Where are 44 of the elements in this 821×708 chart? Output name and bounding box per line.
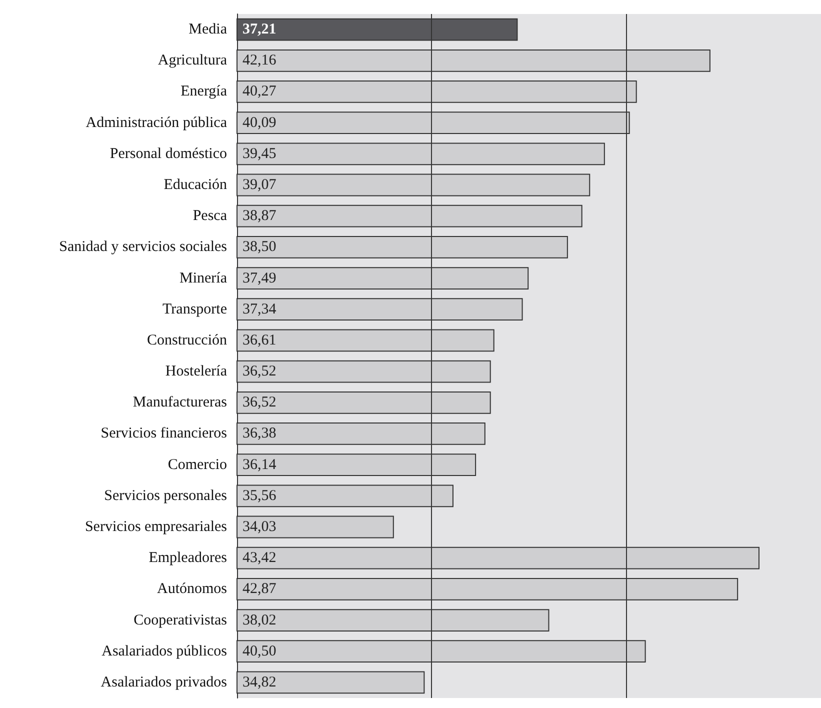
y-tick-label: Transporte — [162, 301, 228, 318]
y-tick-label: Sanidad y servicios sociales — [59, 239, 228, 256]
data-label: 36,52 — [242, 394, 276, 411]
data-label: 36,14 — [242, 456, 277, 473]
y-tick-label: Servicios empresariales — [84, 519, 228, 535]
y-tick-label: Manufactureras — [132, 394, 228, 411]
data-label: 37,34 — [242, 301, 277, 318]
data-label: 36,61 — [242, 332, 276, 348]
y-tick-label: Construcción — [147, 332, 228, 348]
y-tick-label: Minería — [180, 270, 228, 286]
y-tick-label: Media — [188, 22, 228, 38]
data-label: 42,87 — [242, 581, 277, 598]
data-label: 37,21 — [242, 22, 276, 38]
data-label: 40,27 — [242, 84, 277, 100]
data-label: 35,56 — [242, 488, 277, 504]
data-label: 36,38 — [242, 426, 276, 442]
y-tick-label: Asalariados públicos — [102, 643, 228, 660]
data-label: 39,45 — [242, 146, 276, 162]
data-label: 39,07 — [242, 177, 277, 193]
y-tick-label: Autónomos — [156, 581, 228, 598]
y-tick-label: Servicios financieros — [100, 426, 228, 442]
y-tick-label: Personal doméstico — [110, 146, 227, 162]
data-label: 36,52 — [242, 364, 276, 380]
y-tick-label: Pesca — [192, 208, 228, 224]
data-label: 38,87 — [242, 208, 277, 224]
y-tick-label: Servicios personales — [104, 488, 228, 504]
y-tick-label: Administración pública — [86, 114, 228, 131]
y-tick-label: Educación — [164, 177, 228, 193]
data-label: 42,16 — [242, 52, 277, 69]
data-label: 34,82 — [242, 674, 276, 690]
y-tick-label: Asalariados privados — [100, 674, 228, 690]
y-tick-label: Empleadores — [148, 550, 228, 566]
y-tick-label: Cooperativistas — [134, 612, 228, 628]
data-label: 40,09 — [242, 114, 276, 131]
y-tick-label: Agricultura — [158, 52, 228, 69]
data-label: 40,50 — [242, 643, 276, 660]
data-label: 38,50 — [242, 239, 276, 256]
data-label: 38,02 — [242, 612, 276, 628]
data-label: 43,42 — [242, 550, 276, 566]
data-label: 34,03 — [242, 519, 276, 535]
y-tick-label: Hostelería — [165, 364, 228, 380]
y-tick-label: Energía — [180, 84, 228, 100]
data-label: 37,49 — [242, 270, 276, 286]
y-tick-label: Comercio — [168, 456, 227, 473]
